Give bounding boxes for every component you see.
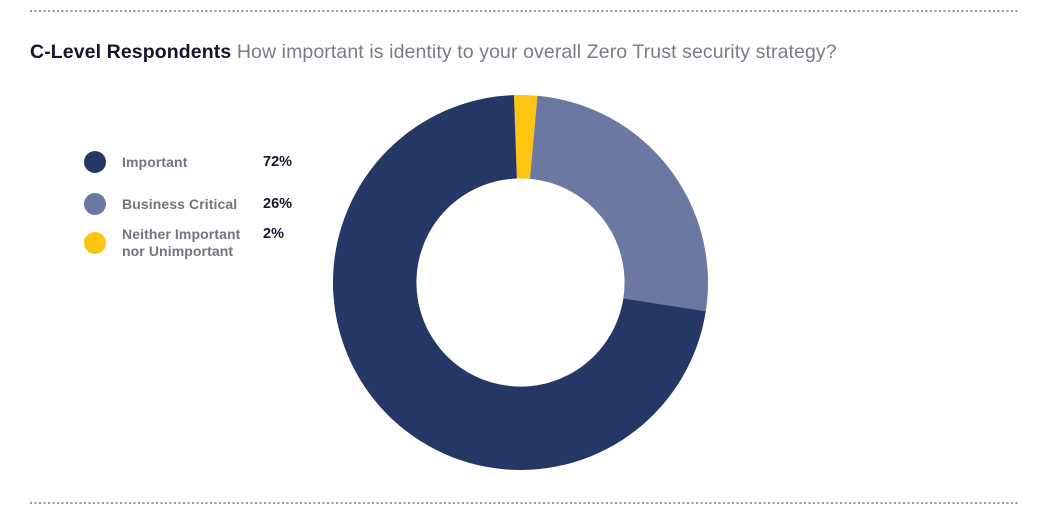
figure-title-audience: C-Level Respondents — [30, 41, 232, 63]
donut-slice-important — [333, 95, 706, 470]
legend-item-important: Important 72% — [84, 151, 384, 173]
bottom-dotted-divider — [30, 502, 1019, 504]
legend-value: 26% — [263, 195, 293, 212]
donut-slice-business-critical — [529, 95, 708, 312]
legend-label: Important — [122, 153, 188, 170]
legend-value: 72% — [263, 153, 293, 170]
figure-title: C-Level Respondents How important is ide… — [30, 40, 837, 64]
legend-swatch-neither-important-nor-unimportant — [84, 232, 106, 254]
legend-swatch-business-critical — [84, 193, 106, 215]
figure-title-question: How important is identity to your overal… — [236, 41, 837, 63]
legend-item-neither-important-nor-unimportant: Neither Important nor Unimportant 2% — [84, 226, 384, 260]
legend-label: Business Critical — [122, 195, 238, 212]
donut-slice-neither-important-nor-unimportant — [513, 95, 538, 179]
donut-chart — [333, 95, 708, 470]
legend-label: Neither Important nor Unimportant — [122, 226, 241, 259]
legend-swatch-important — [84, 151, 106, 173]
legend-value: 2% — [263, 226, 284, 242]
top-dotted-divider — [30, 10, 1019, 12]
chart-legend: Important 72% Business Critical 26% Neither … — [84, 151, 384, 260]
legend-item-business-critical: Business Critical 26% — [84, 193, 384, 215]
